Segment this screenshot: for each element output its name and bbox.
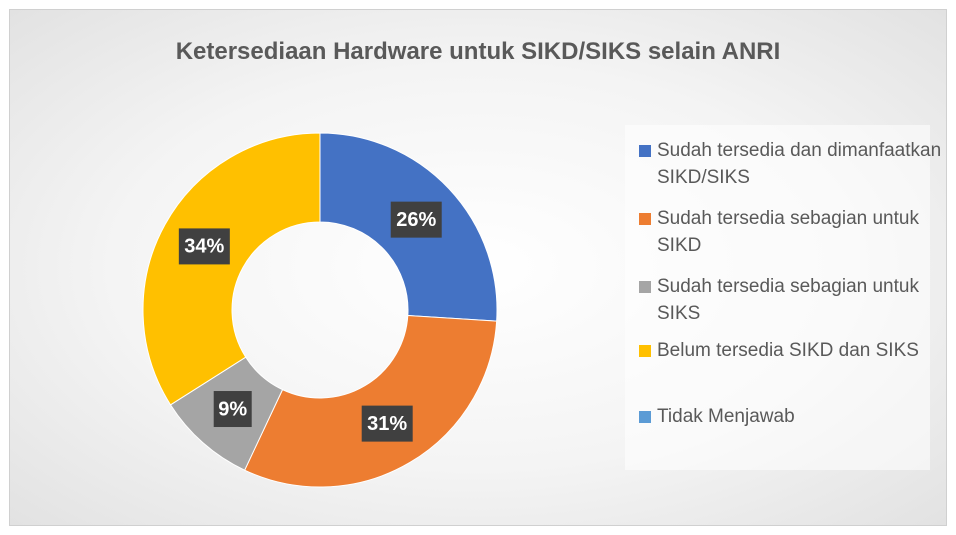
chart-title: Ketersediaan Hardware untuk SIKD/SIKS se… (175, 38, 781, 65)
legend-swatch (639, 281, 651, 293)
donut-segment (243, 314, 498, 488)
legend-swatch (639, 145, 651, 157)
value-label: 34% (184, 236, 224, 258)
legend-item: Sudah tersedia dan dimanfaatkan SIKD/SIK… (639, 137, 942, 191)
legend-item: Sudah tersedia sebagian untuk SIKS (639, 273, 942, 327)
legend-item: Belum tersedia SIKD dan SIKS (639, 337, 942, 364)
value-label-box (361, 405, 413, 442)
value-label-box (390, 201, 442, 238)
value-label: 31% (367, 413, 407, 435)
value-label-box (178, 228, 230, 265)
legend-swatch (639, 345, 651, 357)
legend: Sudah tersedia dan dimanfaatkan SIKD/SIK… (625, 125, 941, 470)
value-label: 9% (218, 398, 247, 420)
legend-label: Sudah tersedia sebagian untuk SIKD (657, 208, 919, 256)
legend-label: Tidak Menjawab (657, 406, 795, 427)
value-label: 26% (396, 209, 436, 231)
legend-label: Belum tersedia SIKD dan SIKS (657, 340, 919, 361)
donut-segment (142, 132, 321, 406)
legend-item: Tidak Menjawab (639, 403, 942, 430)
legend-label: Sudah tersedia dan dimanfaatkan SIKD/SIK… (657, 140, 942, 188)
legend-swatch (639, 213, 651, 225)
legend-label: Sudah tersedia sebagian untuk SIKS (657, 276, 919, 324)
legend-item: Sudah tersedia sebagian untuk SIKD (639, 205, 942, 259)
legend-swatch (639, 411, 651, 423)
value-label-box (213, 391, 252, 428)
